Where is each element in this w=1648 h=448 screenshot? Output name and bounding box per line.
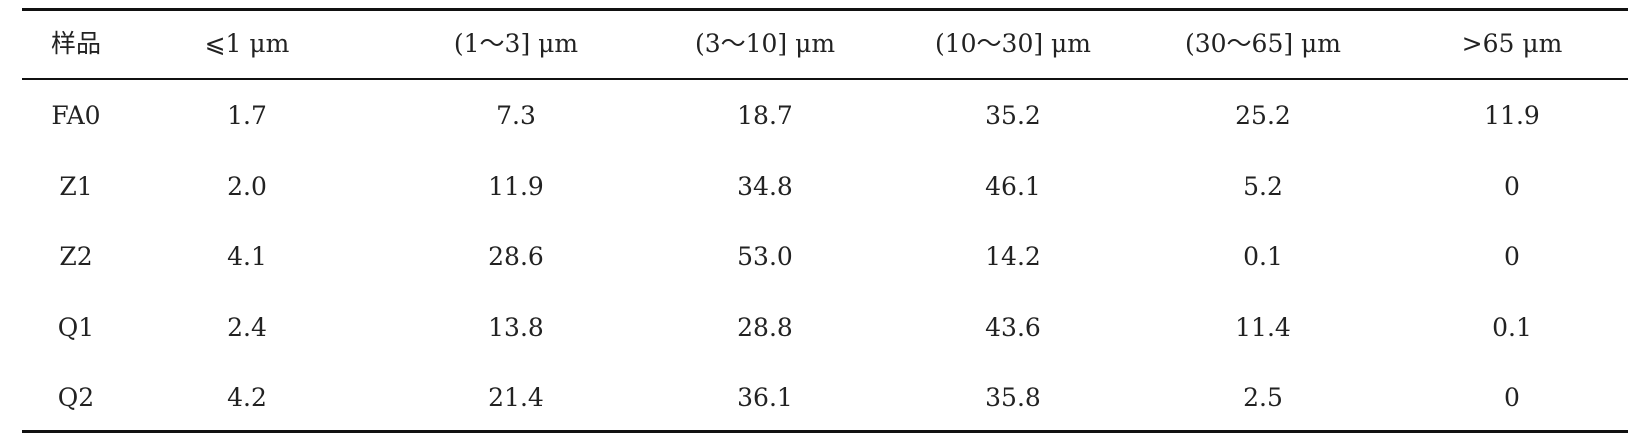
table-cell: 36.1 [737,383,793,412]
table-cell: Q1 [57,312,95,342]
table-cell: 2.4 [227,312,267,342]
table-cell: 7.3 [496,101,536,130]
table-cell: 0.1 [1492,312,1532,342]
table-cell: 28.6 [488,242,544,271]
table-cell: Z2 [59,242,93,271]
header-cell: (3～10] μm [694,29,836,58]
table-cell: 11.4 [1235,312,1291,342]
table-cell: 0 [1504,242,1520,271]
table-cell: 34.8 [737,171,793,201]
table-cell: 0.1 [1243,242,1283,271]
header-cell: (10～30] μm [934,29,1092,58]
table-cell: 35.8 [985,383,1041,412]
table-cell: 28.8 [737,312,793,342]
table-cell: FA0 [51,101,101,130]
table-cell: 13.8 [488,312,544,342]
table-cell: 1.7 [227,101,267,130]
header-cell: 样品 [50,29,101,58]
header-cell: (30～65] μm [1184,29,1342,58]
table-cell: 35.2 [985,101,1041,130]
header-rule [22,78,1628,80]
table-cell: 46.1 [985,171,1041,201]
table-cell: 21.4 [488,383,544,412]
top-rule [22,8,1628,11]
table-cell: 5.2 [1243,171,1283,201]
table-cell: 11.9 [1484,101,1540,130]
table-cell: 2.5 [1243,383,1283,412]
table-cell: 0 [1504,171,1520,201]
header-cell: ⩽1 μm [204,29,290,58]
table-cell: 18.7 [737,101,793,130]
table-cell: Z1 [59,171,93,201]
header-cell: (1～3] μm [453,29,579,58]
table-cell: 14.2 [985,242,1041,271]
table-cell: Q2 [57,383,95,412]
table-cell: 25.2 [1235,101,1291,130]
table-cell: 4.2 [227,383,267,412]
table-cell: 11.9 [488,171,544,201]
header-cell: >65 μm [1461,29,1563,58]
table-cell: 4.1 [227,242,267,271]
bottom-rule [22,430,1628,433]
table-cell: 0 [1504,383,1520,412]
table-cell: 53.0 [737,242,793,271]
table-cell: 2.0 [227,171,267,201]
table-cell: 43.6 [985,312,1041,342]
